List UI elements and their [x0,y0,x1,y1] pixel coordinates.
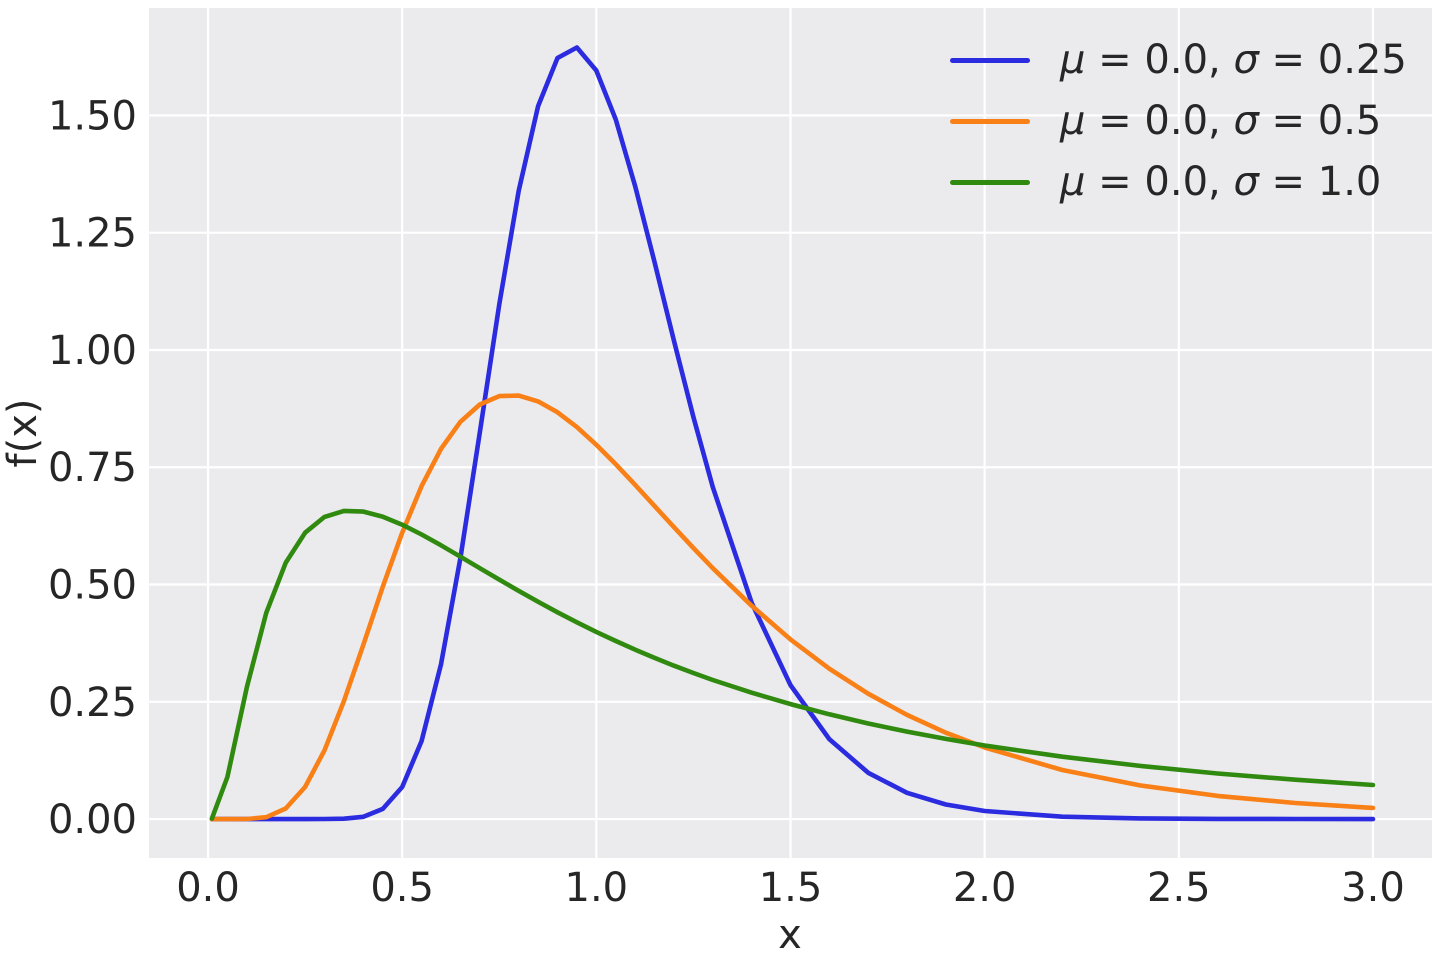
y-tick-label: 0.25 [48,680,137,726]
legend-label: μ = 0.0, σ = 0.5 [1060,98,1382,144]
legend-label: μ = 0.0, σ = 1.0 [1060,159,1382,205]
y-tick-label: 1.25 [48,211,137,257]
legend-item: μ = 0.0, σ = 1.0 [950,158,1407,206]
legend-line-swatch [950,179,1030,185]
y-tick-label: 0.50 [48,563,137,609]
y-tick-label: 1.00 [48,328,137,374]
legend-item: μ = 0.0, σ = 0.5 [950,97,1407,145]
x-tick-label: 0.5 [370,865,434,911]
x-axis-label: x [778,912,802,958]
legend: μ = 0.0, σ = 0.25 μ = 0.0, σ = 0.5 μ = 0.0… [950,36,1407,206]
series-line-sigma-0.5 [209,393,1376,822]
y-tick-label: 1.50 [48,93,137,139]
tick-label-layer: 0.0 0.5 1.0 1.5 2.0 2.5 3.0 0.00 0.25 0.50 0.75 1.0… [48,93,1405,911]
x-tick-label: 2.5 [1147,865,1211,911]
y-tick-label: 0.00 [48,797,137,843]
legend-line-swatch [950,118,1030,124]
x-tick-label: 1.0 [565,865,629,911]
x-tick-label: 2.0 [953,865,1017,911]
y-axis-label: f(x) [0,399,46,468]
y-tick-label: 0.75 [48,445,137,491]
series-line-sigma-0.25 [209,45,1376,822]
x-tick-label: 3.0 [1341,865,1405,911]
legend-line-swatch [950,57,1030,63]
legend-label: μ = 0.0, σ = 0.25 [1060,37,1407,83]
curve-layer [209,45,1376,822]
x-tick-label: 1.5 [759,865,823,911]
x-tick-label: 0.0 [176,865,240,911]
legend-item: μ = 0.0, σ = 0.25 [950,36,1407,84]
series-line-sigma-1 [209,508,1376,821]
